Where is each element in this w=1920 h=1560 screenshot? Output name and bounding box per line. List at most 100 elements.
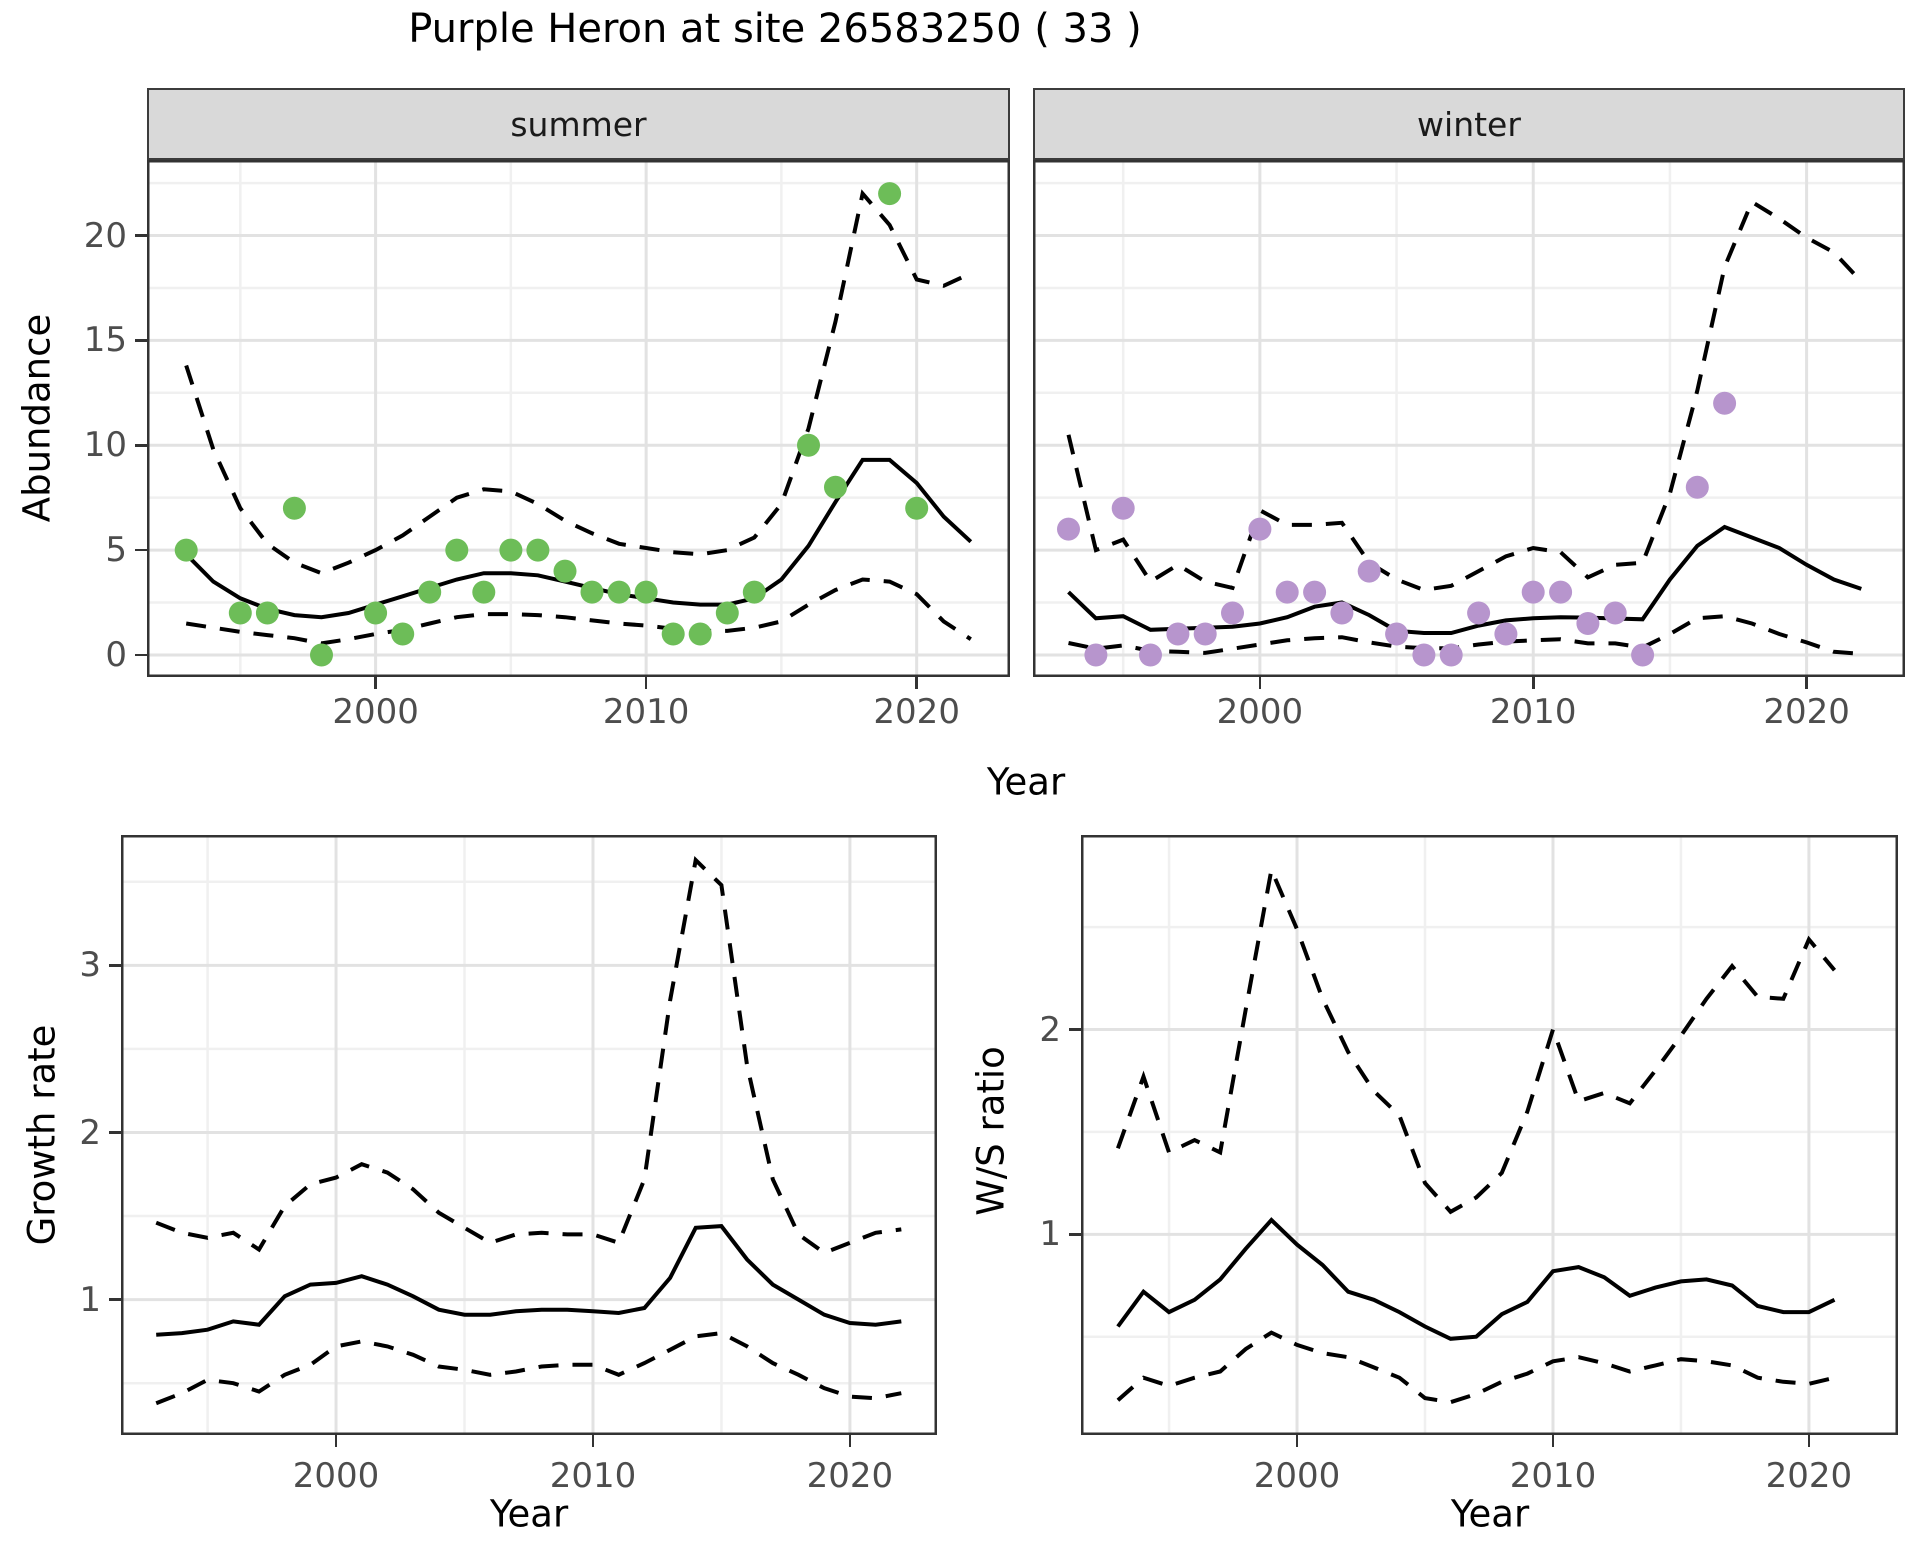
data-point-1996	[1139, 643, 1162, 667]
y-tick-label-15: 15	[83, 320, 127, 361]
y-tick-mark-1	[1069, 1233, 1081, 1236]
series-lower_ci-line	[1116, 1330, 1835, 1405]
data-point-1998	[1193, 622, 1217, 646]
facet-strip-winter-label: winter	[1417, 104, 1521, 144]
y-tick-mark-5	[135, 548, 147, 552]
data-point-2009	[1494, 622, 1518, 646]
x-tick-label-2010: 2010	[1489, 692, 1577, 732]
x-tick-label-2020: 2020	[1765, 1456, 1853, 1496]
x-tick-label-2000: 2000	[332, 692, 419, 732]
data-point-1997	[282, 496, 306, 520]
data-point-2013	[1603, 601, 1627, 625]
panel-winter	[1033, 160, 1905, 677]
facet-strip-summer: summer	[147, 88, 1010, 160]
data-point-2005	[1385, 622, 1409, 646]
y-tick-label-3: 3	[79, 945, 101, 986]
data-point-2002	[418, 580, 442, 604]
data-point-1997	[1166, 622, 1190, 646]
data-point-2007	[553, 559, 577, 583]
data-point-2008	[1467, 601, 1491, 625]
y-tick-mark-15	[135, 339, 147, 342]
y-tick-mark-20	[135, 234, 147, 237]
data-point-2009	[607, 580, 631, 604]
panel-w-s-ratio	[1081, 835, 1898, 1435]
y-tick-mark-1	[109, 1298, 121, 1301]
data-point-2011	[661, 622, 685, 646]
panel-growth-rate	[121, 835, 937, 1435]
x-tick-mark-2000	[1258, 677, 1262, 689]
x-tick-label-2000: 2000	[1216, 692, 1304, 732]
y-tick-label-1: 1	[1039, 1214, 1061, 1255]
x-tick-label-2010: 2010	[1509, 1456, 1597, 1496]
data-point-2017	[824, 475, 847, 499]
series-lower_ci-line	[155, 1331, 902, 1406]
data-point-1996	[255, 601, 279, 625]
x-tick-label-2020: 2020	[1763, 692, 1850, 732]
series-upper_ci-line	[184, 189, 972, 576]
data-point-2008	[580, 580, 604, 604]
data-point-1995	[228, 601, 252, 625]
x-tick-mark-2000	[334, 1435, 338, 1447]
y-tick-label-20: 20	[83, 215, 127, 256]
y-tick-label-2: 2	[1039, 1009, 1061, 1050]
y-tick-label-2: 2	[79, 1112, 101, 1153]
data-point-2004	[472, 580, 496, 604]
data-point-2003	[1330, 601, 1354, 625]
series-lower_ci-line	[185, 577, 972, 646]
series-fit-line	[1116, 1217, 1836, 1341]
x-tick-mark-2010	[1532, 677, 1535, 689]
x-axis-title-year-growth: Year	[489, 1492, 569, 1536]
x-tick-mark-2010	[644, 677, 648, 689]
series-upper_ci-line	[155, 856, 902, 1256]
y-tick-mark-2	[109, 1131, 121, 1134]
x-axis-title-year-top: Year	[986, 760, 1066, 804]
page-title: Purple Heron at site 26583250 ( 33 )	[408, 6, 1142, 52]
data-point-2020	[905, 496, 929, 520]
y-tick-mark-2	[1069, 1028, 1081, 1031]
x-tick-label-2020: 2020	[806, 1456, 894, 1496]
data-point-2016	[1685, 475, 1709, 499]
x-tick-mark-2010	[591, 1435, 595, 1447]
series-fit-line	[156, 1224, 902, 1337]
series-upper_ci-line	[1066, 198, 1863, 593]
data-point-2011	[1549, 580, 1573, 604]
y-tick-label-0: 0	[105, 635, 127, 675]
data-point-2010	[634, 580, 658, 604]
data-point-2014	[742, 580, 766, 604]
x-tick-mark-2010	[1551, 1435, 1555, 1447]
data-point-2019	[878, 182, 902, 206]
data-point-1994	[1084, 643, 1108, 667]
x-tick-mark-2020	[1805, 677, 1808, 689]
facet-strip-summer-label: summer	[510, 104, 647, 144]
data-point-2000	[1248, 517, 1272, 541]
x-tick-label-2000: 2000	[1253, 1456, 1341, 1496]
x-tick-label-2000: 2000	[292, 1456, 380, 1496]
x-tick-mark-2000	[1295, 1435, 1299, 1447]
data-point-2002	[1303, 580, 1327, 604]
x-tick-label-2020: 2020	[873, 692, 960, 732]
y-tick-mark-10	[135, 444, 147, 447]
data-point-1993	[1057, 517, 1080, 541]
data-point-2016	[797, 433, 820, 457]
data-point-2007	[1439, 643, 1463, 667]
data-point-2012	[688, 622, 712, 646]
x-tick-label-2010: 2010	[549, 1456, 637, 1496]
y-tick-label-10: 10	[83, 425, 127, 466]
data-point-2006	[526, 538, 550, 562]
data-point-2014	[1631, 643, 1655, 667]
data-point-1998	[310, 643, 333, 667]
y-tick-mark-0	[135, 653, 147, 657]
x-tick-mark-2000	[374, 677, 377, 689]
x-tick-mark-2020	[915, 677, 918, 689]
data-point-1999	[1221, 601, 1244, 625]
data-point-1995	[1111, 496, 1135, 520]
y-axis-title-ws-ratio: W/S ratio	[969, 1046, 1013, 1216]
data-point-2000	[364, 601, 388, 625]
y-tick-mark-3	[109, 964, 121, 967]
data-point-1993	[174, 538, 198, 562]
x-tick-mark-2020	[1807, 1435, 1811, 1447]
x-tick-label-2010: 2010	[602, 692, 690, 732]
data-point-2006	[1412, 643, 1436, 667]
data-point-2004	[1357, 559, 1381, 583]
x-axis-title-year-ws: Year	[1450, 1492, 1530, 1536]
